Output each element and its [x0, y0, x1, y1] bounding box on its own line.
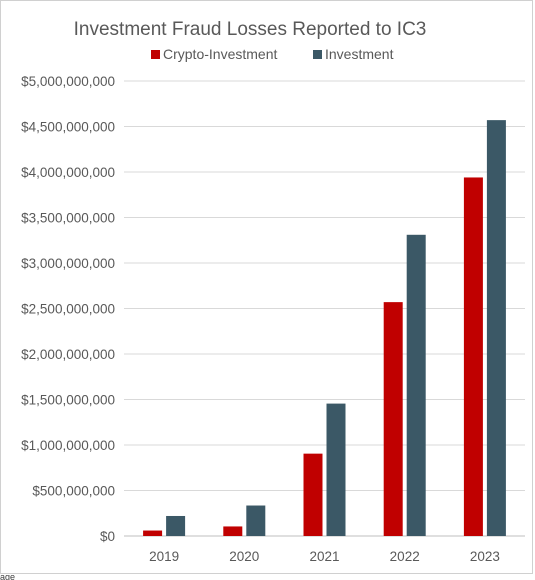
y-tick-label: $3,500,000,000: [21, 211, 115, 226]
bar-investment-2021: [326, 403, 346, 536]
bar-investment-2023: [486, 120, 506, 536]
y-tick-label: $0: [100, 529, 115, 544]
y-tick-label: $1,500,000,000: [21, 393, 115, 408]
bar-investment-2022: [406, 234, 426, 537]
y-tick-label: $2,000,000,000: [21, 347, 115, 362]
legend-swatch-investment: [313, 50, 322, 59]
x-tick-label: 2021: [309, 549, 339, 564]
y-tick-label: $500,000,000: [32, 484, 115, 499]
y-tick-label: $1,000,000,000: [21, 438, 115, 453]
bar-crypto-investment-2022: [383, 302, 403, 536]
y-tick-label: $2,500,000,000: [21, 302, 115, 317]
chart-title: Investment Fraud Losses Reported to IC3: [74, 19, 427, 40]
legend-label-investment: Investment: [325, 46, 394, 62]
bar-investment-2019: [166, 515, 186, 536]
bars: [143, 120, 506, 537]
bar-crypto-investment-2023: [463, 177, 483, 536]
x-tick-label: 2023: [470, 549, 500, 564]
x-tick-label: 2019: [149, 549, 179, 564]
y-tick-label: $5,000,000,000: [21, 74, 115, 89]
cropped-caption-fragment: age: [0, 574, 16, 580]
bar-crypto-investment-2021: [303, 453, 323, 536]
x-axis-ticks: 2019 2020 2021 2022 2023: [149, 549, 500, 564]
x-tick-label: 2022: [390, 549, 420, 564]
legend-swatch-crypto-investment: [151, 50, 160, 59]
y-tick-label: $4,000,000,000: [21, 165, 115, 180]
bar-crypto-investment-2019: [143, 530, 163, 536]
x-tick-label: 2020: [229, 549, 259, 564]
legend-label-crypto-investment: Crypto-Investment: [163, 46, 277, 62]
y-tick-label: $4,500,000,000: [21, 120, 115, 135]
y-axis-ticks: $0 $500,000,000 $1,000,000,000 $1,500,000,0…: [21, 74, 115, 544]
legend: Crypto-Investment Investment: [151, 46, 394, 62]
bar-crypto-investment-2020: [223, 526, 243, 536]
y-tick-label: $3,000,000,000: [21, 256, 115, 271]
gridlines: [124, 80, 525, 537]
bar-investment-2020: [246, 505, 266, 536]
